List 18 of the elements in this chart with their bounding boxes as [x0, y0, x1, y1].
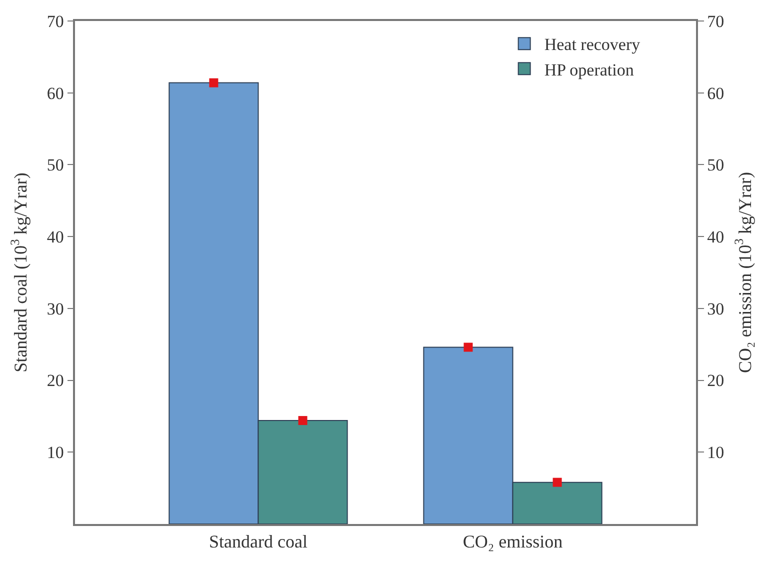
y-tick-label: 30 [46, 299, 64, 318]
x-tick-label: Standard coal [209, 531, 308, 552]
y-tick-label: 20 [46, 371, 64, 390]
y-tick-label: 10 [46, 443, 64, 462]
y-tick-label: 50 [46, 156, 64, 175]
y2-tick-label: 50 [707, 156, 724, 175]
y2-tick-label: 70 [707, 12, 724, 31]
y-tick-label: 70 [46, 12, 64, 31]
y-tick-label: 60 [46, 84, 64, 103]
y2-tick-label: 40 [707, 228, 724, 247]
legend-label: HP operation [544, 60, 634, 80]
y2-tick-label: 10 [707, 443, 724, 462]
x-tick-label: CO₂ emission [462, 531, 563, 552]
legend-label: Heat recovery [544, 35, 641, 54]
y2-tick-label: 20 [707, 371, 724, 390]
y-tick-label: 40 [46, 228, 64, 247]
y2-tick-label: 60 [707, 84, 724, 103]
y2-tick-label: 30 [707, 299, 724, 318]
